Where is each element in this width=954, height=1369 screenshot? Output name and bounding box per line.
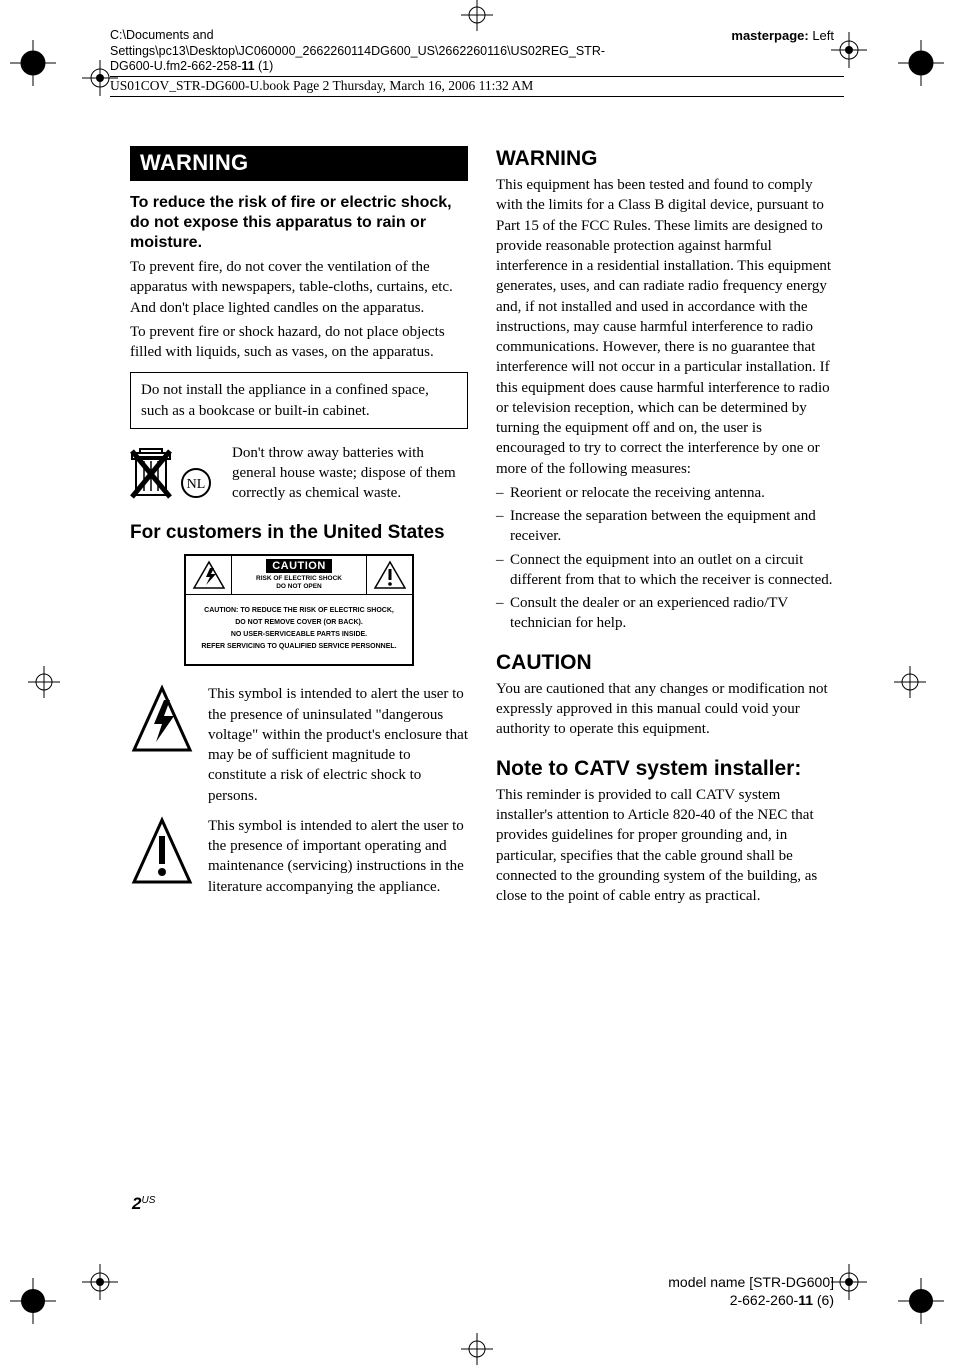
header-filepath-text: C:\Documents and Settings\pc13\Desktop\J… (110, 28, 605, 73)
target-bottom-right (829, 1262, 869, 1302)
exclaim-triangle-icon (130, 816, 194, 892)
caution-bolt-icon (186, 556, 232, 594)
caution-body-3: NO USER-SERVICEABLE PARTS INSIDE. (192, 629, 406, 641)
registration-mark-tr (896, 38, 946, 88)
header-masterpage: masterpage: Left (731, 28, 834, 43)
caution-sub2: DO NOT OPEN (276, 583, 322, 590)
masterpage-value: Left (812, 28, 834, 43)
symbol-row-bolt: This symbol is intended to alert the use… (130, 684, 468, 806)
page-number: 2US (132, 1194, 155, 1214)
content-columns: WARNING To reduce the risk of fire or el… (130, 146, 834, 910)
measure-item: Reorient or relocate the receiving anten… (496, 483, 834, 503)
warning-p1: To prevent fire, do not cover the ventil… (130, 257, 468, 318)
registration-mark-tl (8, 38, 58, 88)
caution-title: CAUTION (266, 559, 332, 573)
measures-list: Reorient or relocate the receiving anten… (496, 483, 834, 634)
footer-code-b: 11 (798, 1292, 813, 1308)
caution-sub1: RISK OF ELECTRIC SHOCK (256, 575, 342, 582)
measure-item: Connect the equipment into an outlet on … (496, 550, 834, 591)
symbol-exclaim-text: This symbol is intended to alert the use… (208, 816, 468, 897)
caution-body-1: CAUTION: TO REDUCE THE RISK OF ELECTRIC … (192, 605, 406, 617)
svg-text:NL: NL (187, 477, 206, 492)
caution-body-2: DO NOT REMOVE COVER (OR BACK). (192, 617, 406, 629)
right-warning-heading: WARNING (496, 146, 834, 171)
warning-bar: WARNING (130, 146, 468, 181)
registration-mark-bl (8, 1276, 58, 1326)
us-heading: For customers in the United States (130, 522, 468, 545)
bolt-triangle-icon (130, 684, 194, 760)
caution-body-4: REFER SERVICING TO QUALIFIED SERVICE PER… (192, 641, 406, 653)
footer-model: model name [STR-DG600] 2-662-260-11 (6) (668, 1274, 834, 1309)
header-filepath-tail: (1) (255, 59, 274, 73)
warning-subhead: To reduce the risk of fire or electric s… (130, 193, 468, 253)
footer-code-c: (6) (813, 1292, 834, 1308)
caution-label-wrap: CAUTION RISK OF ELECTRIC SHOCKDO NOT OPE… (130, 554, 468, 666)
measure-item: Consult the dealer or an experienced rad… (496, 593, 834, 634)
right-warning-body: This equipment has been tested and found… (496, 175, 834, 479)
page-number-region: US (141, 1195, 155, 1206)
battery-note: NL Don't throw away batteries with gener… (130, 443, 468, 504)
header-filepath: C:\Documents and Settings\pc13\Desktop\J… (110, 28, 580, 75)
symbol-row-exclaim: This symbol is intended to alert the use… (130, 816, 468, 897)
masterpage-label: masterpage: (731, 28, 812, 43)
catv-heading: Note to CATV system installer: (496, 756, 834, 781)
symbol-bolt-text: This symbol is intended to alert the use… (208, 684, 468, 806)
install-box: Do not install the appliance in a confin… (130, 372, 468, 429)
target-top-right (829, 30, 869, 70)
left-column: WARNING To reduce the risk of fire or el… (130, 146, 468, 910)
registration-mark-br (896, 1276, 946, 1326)
right-caution-body: You are cautioned that any changes or mo… (496, 679, 834, 740)
battery-text: Don't throw away batteries with general … (232, 443, 468, 504)
footer-model-name: model name [STR-DG600] (668, 1274, 834, 1292)
right-column: WARNING This equipment has been tested a… (496, 146, 834, 910)
warning-p2: To prevent fire or shock hazard, do not … (130, 322, 468, 363)
catv-body: This reminder is provided to call CATV s… (496, 785, 834, 907)
battery-dispose-icon: NL (130, 443, 218, 503)
caution-body: CAUTION: TO REDUCE THE RISK OF ELECTRIC … (186, 595, 412, 665)
measure-item: Increase the separation between the equi… (496, 506, 834, 547)
caution-exclaim-icon (366, 556, 412, 594)
target-bottom-left (80, 1262, 120, 1302)
right-caution-heading: CAUTION (496, 650, 834, 675)
registration-left-center (24, 662, 64, 702)
registration-right-center (890, 662, 930, 702)
header-filepath-bold: 11 (241, 59, 254, 73)
registration-bottom-center (457, 1329, 497, 1369)
bookline: US01COV_STR-DG600-U.book Page 2 Thursday… (110, 76, 844, 98)
footer-code-a: 2-662-260- (730, 1292, 799, 1308)
caution-label: CAUTION RISK OF ELECTRIC SHOCKDO NOT OPE… (184, 554, 414, 666)
bookline-text: US01COV_STR-DG600-U.book Page 2 Thursday… (110, 77, 844, 96)
